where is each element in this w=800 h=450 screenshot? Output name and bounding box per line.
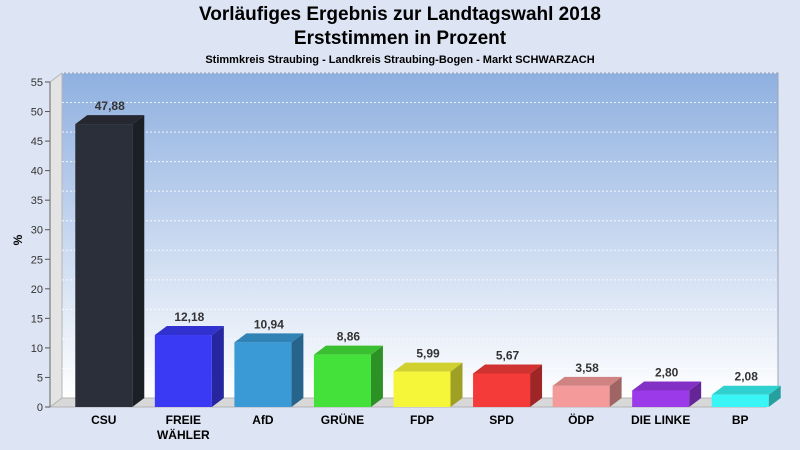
bar-top (632, 381, 702, 391)
bar-top (711, 385, 781, 395)
bar-value-label: 2,80 (655, 365, 679, 379)
x-tick-label: CSU (91, 413, 116, 427)
bar-side (768, 385, 781, 407)
bar-side (370, 345, 383, 407)
bar-side (450, 362, 463, 407)
bar-value-label: 10,94 (254, 317, 284, 331)
bar-value-label: 2,08 (735, 370, 759, 384)
bar (473, 364, 543, 407)
chart-subtitle: Erststimmen in Prozent (293, 28, 507, 49)
x-tick-label: FDP (410, 413, 434, 427)
bar-top (154, 326, 224, 336)
bar-front (552, 385, 610, 407)
y-tick-label: 25 (31, 254, 43, 266)
bar-top (313, 345, 383, 355)
plot-side-wall (49, 72, 63, 408)
bar-top (393, 362, 463, 372)
y-tick-label: 0 (37, 402, 43, 414)
y-tick-label: 15 (31, 313, 43, 325)
bar-value-label: 8,86 (337, 330, 361, 344)
bar-front (473, 373, 531, 407)
bar-side (689, 381, 702, 407)
bar-side (291, 333, 304, 407)
chart-title: Vorläufiges Ergebnis zur Landtagswahl 20… (199, 4, 601, 25)
bar (234, 333, 304, 407)
bar (75, 115, 145, 408)
y-tick-label: 45 (31, 136, 43, 148)
bar-front (393, 371, 451, 407)
x-tick-label: BP (732, 413, 749, 427)
bar (632, 381, 702, 407)
y-tick-label: 35 (31, 195, 43, 207)
bar-front (313, 354, 371, 407)
bar-top (552, 376, 622, 386)
bar-top (75, 115, 145, 125)
x-tick-label: SPD (489, 413, 514, 427)
bar-side (132, 115, 145, 408)
y-tick-label: 55 (31, 77, 43, 89)
bar-value-label: 47,88 (95, 99, 125, 113)
bar (393, 362, 463, 407)
bar-side (530, 364, 543, 407)
bar-value-label: 12,18 (174, 310, 204, 324)
bar-value-label: 5,99 (416, 347, 440, 361)
bar-value-label: 3,58 (575, 361, 599, 375)
bar (711, 385, 781, 407)
bar-side (609, 376, 622, 407)
chart-caption: Stimmkreis Straubing - Landkreis Straubi… (205, 54, 595, 66)
bar-top (234, 333, 304, 343)
bar-front (234, 342, 292, 407)
y-tick-label: 10 (31, 343, 43, 355)
bar-front (75, 124, 133, 407)
y-tick-label: 20 (31, 284, 43, 296)
bar (313, 345, 383, 407)
bar-front (154, 335, 212, 407)
bar-front (711, 394, 769, 407)
bar-top (473, 364, 543, 374)
x-tick-label: GRÜNE (321, 412, 364, 427)
x-tick-label: FREIE WÄHLER (157, 413, 210, 442)
bar-side (211, 326, 224, 407)
bar (552, 376, 622, 407)
x-tick-label: DIE LINKE (631, 413, 690, 427)
x-tick-label: AfD (252, 413, 274, 427)
y-tick-label: 40 (31, 166, 43, 178)
y-tick-label: 5 (37, 372, 43, 384)
y-tick-label: 30 (31, 225, 43, 237)
bar-value-label: 5,67 (496, 348, 520, 362)
y-axis-label: % (11, 234, 25, 245)
bar (154, 326, 224, 407)
y-tick-label: 50 (31, 107, 43, 119)
bar-front (632, 390, 690, 407)
x-tick-label: ÖDP (568, 412, 594, 427)
